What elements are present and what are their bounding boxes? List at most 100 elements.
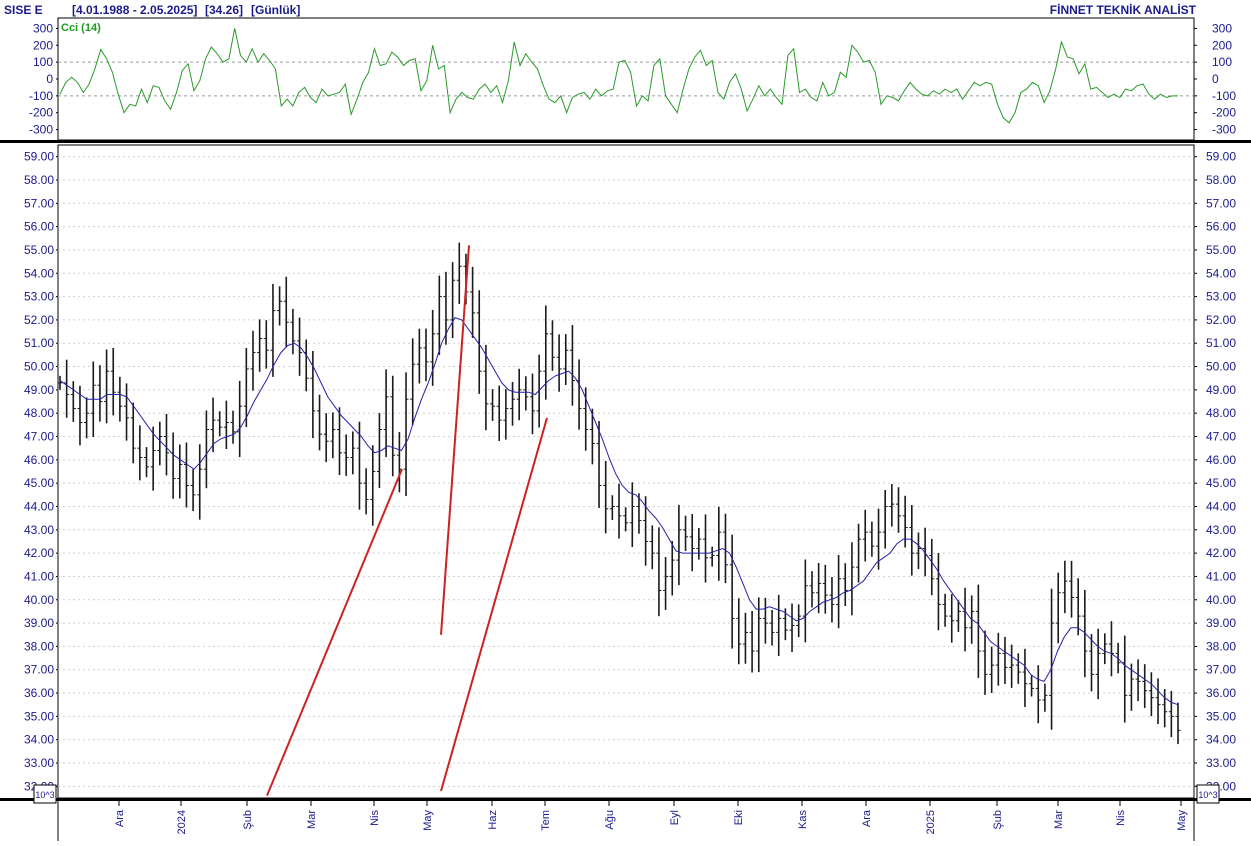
price-y-tick-label: 36.00 bbox=[24, 686, 54, 700]
price-bar bbox=[423, 328, 429, 382]
price-bar bbox=[230, 410, 236, 444]
price-bar bbox=[124, 383, 130, 441]
price-y-tick-label: 46.00 bbox=[24, 453, 54, 467]
price-bar bbox=[796, 604, 802, 638]
price-bar bbox=[1009, 644, 1015, 688]
price-bar bbox=[416, 328, 422, 384]
x-tick-label: Mar bbox=[306, 810, 318, 829]
price-bar bbox=[496, 385, 502, 441]
x-tick-label: May bbox=[422, 810, 434, 831]
price-bar bbox=[1075, 578, 1081, 636]
price-bar bbox=[263, 320, 269, 369]
price-bar bbox=[583, 387, 589, 451]
x-tick-label: Ara bbox=[861, 809, 873, 827]
price-bar bbox=[490, 389, 496, 421]
price-bar bbox=[636, 493, 642, 534]
price-bar bbox=[503, 389, 509, 440]
x-tick-label: Haz bbox=[487, 810, 499, 830]
price-bar bbox=[130, 402, 136, 464]
indicator-y-tick-label: 200 bbox=[1212, 38, 1232, 52]
price-y-tick-label: 37.00 bbox=[24, 663, 54, 677]
price-y-tick-label: 37.00 bbox=[1206, 663, 1236, 677]
price-y-tick-label: 34.00 bbox=[1206, 733, 1236, 747]
price-y-tick-label: 47.00 bbox=[24, 430, 54, 444]
channel-line bbox=[266, 468, 403, 797]
price-bar bbox=[363, 468, 369, 515]
price-bar bbox=[1095, 628, 1101, 700]
x-tick-label: Şub bbox=[242, 810, 254, 830]
indicator-y-tick-label: 200 bbox=[33, 38, 53, 52]
price-bar bbox=[303, 339, 309, 392]
x-tick-label: Ara bbox=[114, 809, 126, 827]
x-tick-label: Nis bbox=[1115, 810, 1127, 826]
price-bar bbox=[337, 407, 342, 476]
indicator-y-tick-label: 100 bbox=[33, 55, 53, 69]
price-bar bbox=[896, 487, 901, 533]
price-bar bbox=[556, 334, 562, 392]
price-y-tick-label: 54.00 bbox=[1206, 266, 1236, 280]
price-y-ticks-left: 59.00 58.00 57.00 56.00 55.00 54.00 53.00 52.00… bbox=[24, 150, 58, 793]
price-bar bbox=[84, 397, 90, 439]
price-y-tick-label: 56.00 bbox=[1206, 220, 1236, 234]
price-bar bbox=[1049, 588, 1055, 730]
price-bar bbox=[683, 515, 689, 551]
price-y-tick-label: 41.00 bbox=[24, 569, 54, 583]
price-bar bbox=[882, 490, 888, 549]
channel-line bbox=[440, 417, 548, 792]
price-y-tick-label: 38.00 bbox=[1206, 639, 1236, 653]
price-bar bbox=[609, 495, 615, 521]
price-bar bbox=[729, 534, 735, 649]
price-bar bbox=[257, 319, 263, 372]
price-bar bbox=[862, 509, 868, 562]
x-tick-label: Nis bbox=[369, 810, 381, 826]
price-bar bbox=[283, 276, 289, 347]
price-bar bbox=[576, 359, 582, 430]
price-bar bbox=[237, 380, 243, 458]
price-bar bbox=[104, 349, 110, 424]
price-bar bbox=[323, 413, 329, 463]
price-y-tick-label: 48.00 bbox=[24, 406, 54, 420]
price-y-tick-label: 50.00 bbox=[1206, 360, 1236, 374]
price-bar bbox=[317, 394, 323, 451]
x-tick-label: 2024 bbox=[176, 810, 188, 834]
price-bar bbox=[97, 365, 103, 422]
price-y-tick-label: 34.00 bbox=[24, 733, 54, 747]
price-bar bbox=[150, 426, 156, 491]
price-bar bbox=[1055, 572, 1061, 644]
price-bar bbox=[77, 385, 83, 446]
price-y-tick-label: 56.00 bbox=[24, 220, 54, 234]
price-y-tick-label: 44.00 bbox=[1206, 499, 1236, 513]
price-bar bbox=[822, 564, 828, 614]
price-bar bbox=[829, 577, 835, 623]
indicator-y-ticks-left: 300 200 100 0 -100 -200 -300 bbox=[29, 21, 58, 137]
price-y-tick-label: 35.00 bbox=[1206, 709, 1236, 723]
price-y-tick-label: 49.00 bbox=[1206, 383, 1236, 397]
price-y-tick-label: 43.00 bbox=[24, 523, 54, 537]
price-bar bbox=[1029, 675, 1035, 697]
price-bar bbox=[1042, 683, 1048, 712]
price-y-tick-label: 40.00 bbox=[1206, 593, 1236, 607]
price-bar bbox=[842, 563, 848, 607]
x-tick-label: Tem bbox=[540, 810, 552, 831]
price-bar bbox=[1069, 560, 1075, 618]
brand-label: FİNNET TEKNİK ANALİST bbox=[1050, 2, 1197, 17]
price-y-tick-label: 55.00 bbox=[24, 243, 54, 257]
indicator-y-tick-label: 0 bbox=[46, 72, 53, 86]
price-y-tick-label: 55.00 bbox=[1206, 243, 1236, 257]
x-tick-label: May bbox=[1176, 810, 1188, 831]
price-y-tick-label: 57.00 bbox=[24, 196, 54, 210]
price-y-tick-label: 46.00 bbox=[1206, 453, 1236, 467]
price-bar bbox=[456, 242, 462, 304]
price-bar bbox=[589, 408, 595, 465]
price-bar bbox=[390, 375, 396, 477]
indicator-y-tick-label: -200 bbox=[29, 106, 53, 120]
price-bar bbox=[57, 375, 63, 390]
price-bar bbox=[516, 368, 522, 421]
price-bar bbox=[470, 266, 476, 338]
price-bar bbox=[396, 432, 402, 493]
x-tick-label: Kas bbox=[797, 810, 809, 829]
price-y-tick-label: 54.00 bbox=[24, 266, 54, 280]
price-y-tick-label: 38.00 bbox=[24, 639, 54, 653]
price-bar bbox=[689, 514, 695, 572]
